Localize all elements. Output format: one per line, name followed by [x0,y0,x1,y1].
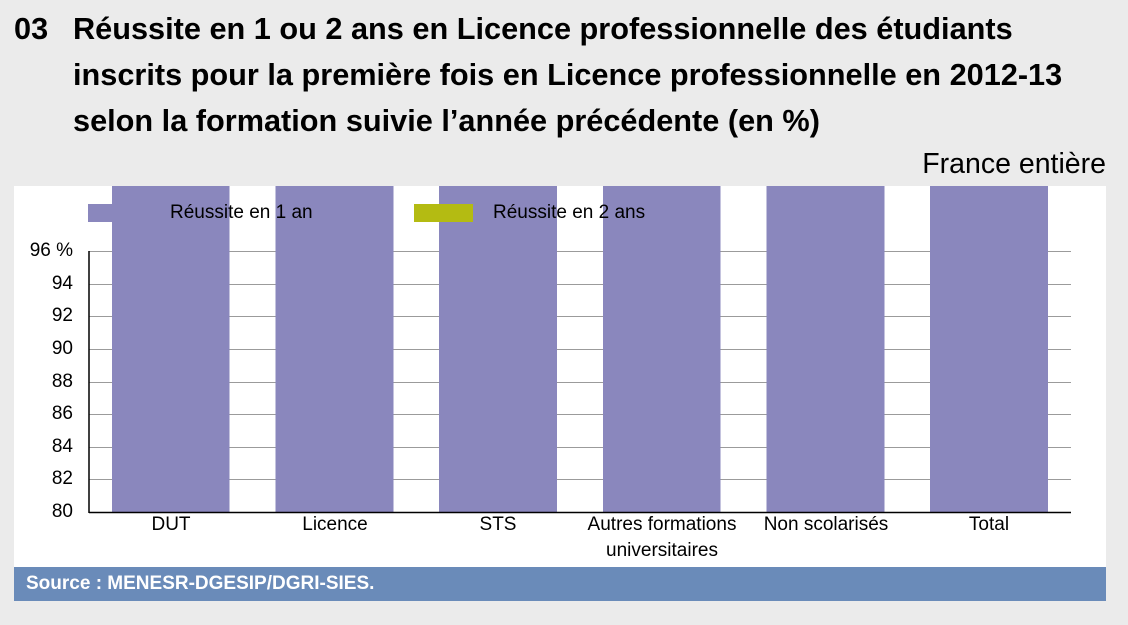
figure-title: Réussite en 1 ou 2 ans en Licence profes… [73,11,1063,138]
chart-panel: 80 82 84 86 88 90 92 94 96 % DUT Licence STS Autres … [14,186,1106,567]
bar-dut-series-1 [111,186,230,512]
y-tick-label-86: 86 [51,403,73,424]
bar-autres-formations-universitaires-series-1 [602,186,721,512]
bar-total-series-1 [930,186,1048,512]
x-tick-label-dut: DUT [151,514,191,535]
bar-sts-series-1 [439,186,557,512]
y-tick-label-92: 92 [51,305,73,326]
y-tick-label-84: 84 [51,436,73,457]
y-tick-label-88: 88 [51,371,73,392]
legend-swatch-series-1 [88,204,147,222]
chart-labels-layer: 80 82 84 86 88 90 92 94 96 % DUT Licence STS Autres … [14,186,1106,567]
legend-label-series-2: Réussite en 2 ans [493,202,646,223]
y-tick-label-94: 94 [51,273,73,294]
source-text: Source : MENESR-DGESIP/DGRI-SIES. [26,573,375,594]
bar-licence-series-1 [275,186,394,512]
legend-label-series-1: Réussite en 1 an [170,202,313,223]
legend-swatch-series-2 [414,204,473,222]
y-tick-label-90: 90 [51,338,73,359]
bar-non-scolarises-series-1 [766,186,885,512]
chart-plot [88,186,1071,514]
y-tick-label-96: 96 % [29,240,73,261]
figure-number: 03 [14,11,49,46]
x-tick-label-sts: STS [479,514,517,535]
x-tick-label-total: Total [968,514,1010,535]
x-tick-label-autres-formations-universitaires: Autres formations universitaires [587,514,737,561]
x-tick-label-non-scolarises: Non scolarisés [763,514,889,535]
source-bar: Source : MENESR-DGESIP/DGRI-SIES. [14,567,1106,601]
y-tick-label-80: 80 [51,501,73,522]
x-tick-label-licence: Licence [302,514,368,535]
y-tick-label-82: 82 [51,468,73,489]
geographic-scope-label: France entière [922,148,1106,180]
